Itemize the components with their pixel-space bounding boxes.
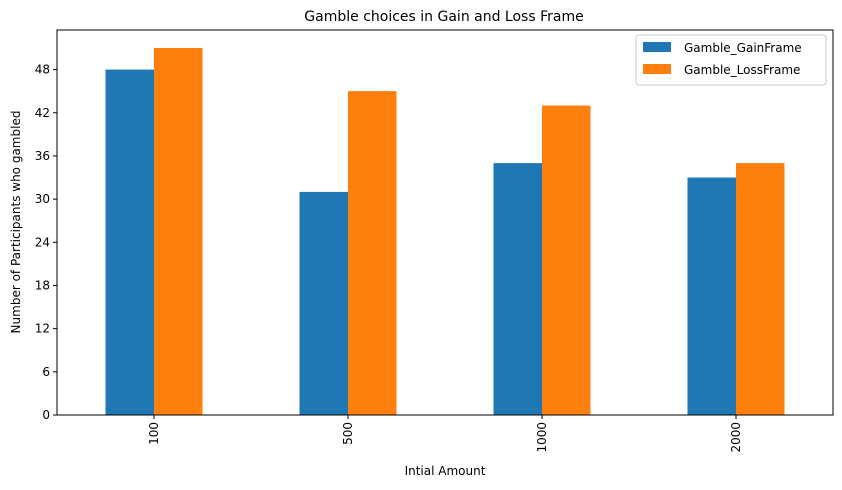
bar-gamble-lossframe-2000 — [736, 163, 785, 415]
y-tick-label: 30 — [35, 192, 50, 206]
legend: Gamble_GainFrame Gamble_LossFrame — [635, 34, 827, 86]
plot-frame — [56, 29, 834, 416]
y-tick-label: 36 — [35, 149, 50, 163]
y-tick-label: 24 — [35, 235, 50, 249]
legend-box — [635, 34, 827, 86]
y-tick-label: 18 — [35, 278, 50, 292]
x-axis: 100 500 1000 2000 — [147, 415, 743, 453]
y-tick-label: 42 — [35, 106, 50, 120]
x-tick-label: 1000 — [535, 422, 549, 453]
bar-gamble-lossframe-100 — [154, 47, 203, 416]
y-tick-label: 48 — [35, 63, 50, 77]
bars-layer — [105, 47, 785, 416]
bar-gamble-gainframe-2000 — [687, 177, 736, 415]
bar-gamble-gainframe-500 — [299, 191, 348, 415]
x-axis-label: Intial Amount — [405, 464, 486, 478]
y-tick-label: 12 — [35, 322, 50, 336]
y-tick-label: 0 — [42, 408, 50, 422]
x-tick-label: 500 — [341, 422, 355, 445]
y-tick-label: 6 — [42, 365, 50, 379]
legend-label-loss: Gamble_LossFrame — [684, 63, 800, 77]
chart-title: Gamble choices in Gain and Loss Frame — [304, 9, 583, 25]
x-tick-label: 100 — [147, 422, 161, 445]
x-tick-label: 2000 — [729, 422, 743, 453]
y-axis-label: Number of Participants who gambled — [9, 111, 23, 334]
legend-swatch-gain — [643, 42, 671, 52]
legend-label-gain: Gamble_GainFrame — [684, 41, 802, 55]
bar-gamble-lossframe-1000 — [542, 105, 591, 415]
bar-gamble-gainframe-100 — [105, 69, 154, 415]
y-axis: 0 6 12 18 24 30 36 42 48 — [35, 63, 57, 422]
bar-gamble-gainframe-1000 — [493, 163, 542, 415]
bar-gamble-lossframe-500 — [348, 91, 397, 416]
legend-swatch-loss — [643, 64, 671, 74]
